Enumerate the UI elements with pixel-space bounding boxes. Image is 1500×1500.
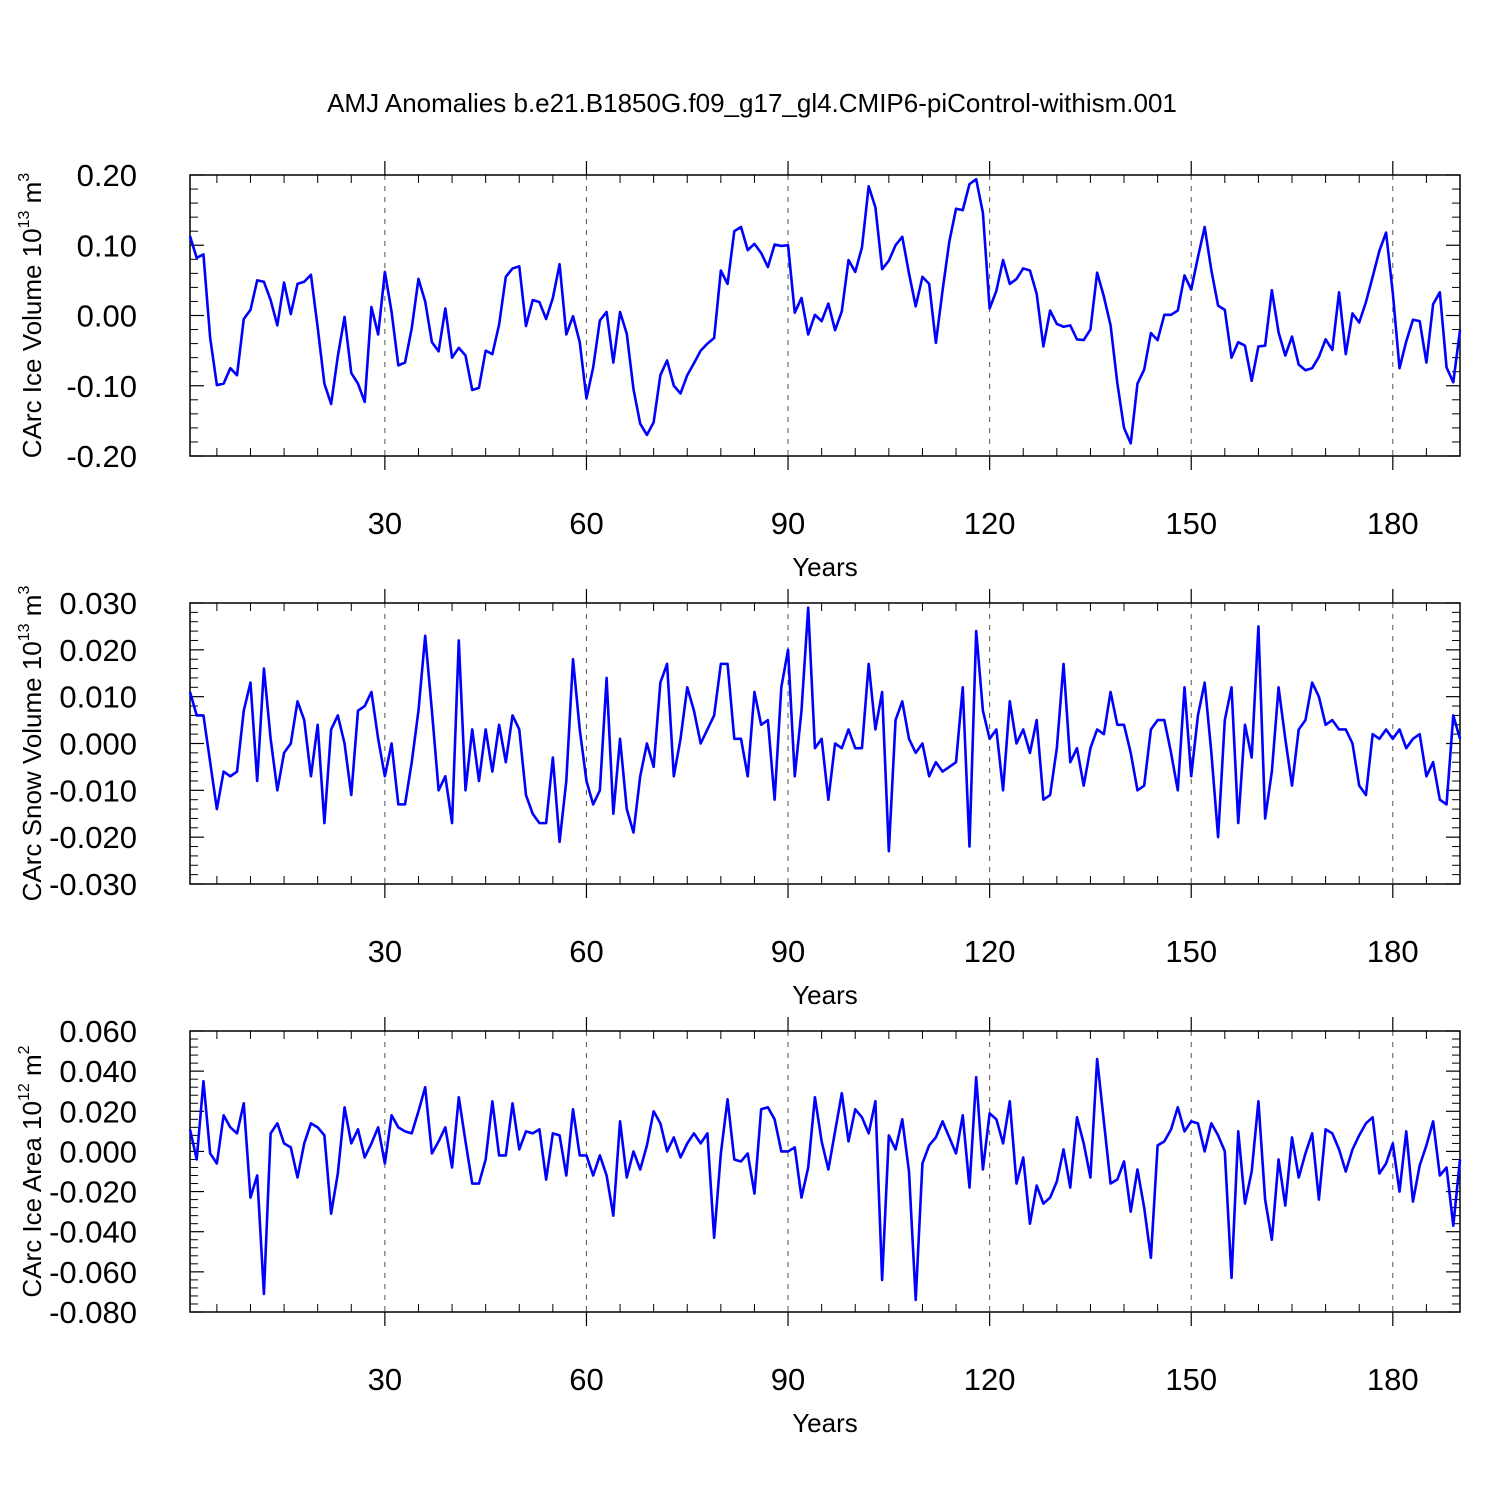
- y-axis-title-text: CArc Snow Volume 10: [17, 641, 47, 901]
- y-tick-label: -0.020: [49, 820, 137, 855]
- x-axis-title: Years: [792, 980, 858, 1010]
- x-tick-label: 120: [964, 1362, 1016, 1397]
- y-axis-title-unit-exponent: 3: [16, 586, 33, 595]
- y-axis-title: CArc Ice Area 1012 m2: [16, 1045, 47, 1297]
- x-tick-label: 90: [771, 1362, 805, 1397]
- x-tick-label: 150: [1165, 506, 1217, 541]
- y-axis-title-unit: m: [17, 1054, 47, 1083]
- x-tick-label: 60: [569, 934, 603, 969]
- x-tick-label: 60: [569, 1362, 603, 1397]
- y-tick-label: 0.10: [77, 228, 137, 263]
- panel-2: 30 60 90 120 150 180 -0.030 -0.020 -0.010 0.000 0.…: [16, 586, 1462, 1010]
- y-axis-title-text: CArc Ice Area 10: [17, 1101, 47, 1298]
- x-axis-title: Years: [792, 1408, 858, 1438]
- y-tick-label: -0.040: [49, 1215, 137, 1250]
- panel-3: 30 60 90 120 150 180 -0.080 -0.060 -0.040 -0.020 0…: [16, 1014, 1462, 1438]
- y-axis-title: CArc Snow Volume 1013 m3: [16, 586, 47, 902]
- y-axis-title-exponent: 13: [16, 623, 33, 641]
- x-axis-title: Years: [792, 552, 858, 582]
- y-axis-title-exponent: 12: [16, 1083, 33, 1101]
- y-tick-label: 0.000: [59, 1134, 137, 1169]
- x-tick-label: 30: [368, 1362, 402, 1397]
- x-tick-label: 180: [1367, 1362, 1419, 1397]
- y-axis-title-text: CArc Ice Volume 10: [17, 228, 47, 458]
- panel-1: 30 60 90 120 150 180 -0.20 -0.10 0.00 0.10 0.20 Yea…: [16, 158, 1462, 582]
- x-tick-label: 120: [964, 506, 1016, 541]
- y-tick-label: 0.060: [59, 1014, 137, 1049]
- y-tick-label: 0.010: [59, 680, 137, 715]
- y-tick-label: 0.00: [77, 299, 137, 334]
- x-tick-label: 90: [771, 934, 805, 969]
- x-tick-label: 90: [771, 506, 805, 541]
- chart-title: AMJ Anomalies b.e21.B1850G.f09_g17_gl4.C…: [327, 88, 1177, 118]
- y-tick-label: -0.080: [49, 1295, 137, 1330]
- y-tick-label: -0.030: [49, 867, 137, 902]
- x-tick-label: 180: [1367, 934, 1419, 969]
- x-tick-label: 30: [368, 934, 402, 969]
- y-tick-label: 0.020: [59, 1094, 137, 1129]
- y-tick-label: 0.020: [59, 633, 137, 668]
- plot-frame: [189, 602, 1461, 885]
- y-axis-title: CArc Ice Volume 1013 m3: [16, 173, 47, 458]
- y-tick-label: -0.10: [66, 369, 137, 404]
- x-tick-label: 150: [1165, 934, 1217, 969]
- plot-frame: [189, 1030, 1461, 1313]
- x-tick-label: 60: [569, 506, 603, 541]
- series-line: [188, 177, 1462, 445]
- x-tick-label: 180: [1367, 506, 1419, 541]
- y-tick-label: 0.030: [59, 586, 137, 621]
- y-axis-title-unit: m: [17, 182, 47, 211]
- y-tick-label: 0.040: [59, 1054, 137, 1089]
- x-tick-label: 150: [1165, 1362, 1217, 1397]
- series-line: [188, 1057, 1462, 1302]
- y-tick-label: -0.020: [49, 1175, 137, 1210]
- y-tick-label: -0.010: [49, 773, 137, 808]
- y-axis-title-exponent: 13: [16, 211, 33, 229]
- series-line: [188, 606, 1462, 853]
- y-tick-label: -0.20: [66, 439, 137, 474]
- y-axis-title-unit-exponent: 3: [16, 173, 33, 182]
- y-axis-title-unit-exponent: 2: [16, 1045, 33, 1054]
- x-tick-label: 120: [964, 934, 1016, 969]
- y-tick-label: 0.20: [77, 158, 137, 193]
- y-axis-title-unit: m: [17, 595, 47, 624]
- y-tick-label: -0.060: [49, 1255, 137, 1290]
- y-tick-label: 0.000: [59, 727, 137, 762]
- x-tick-label: 30: [368, 506, 402, 541]
